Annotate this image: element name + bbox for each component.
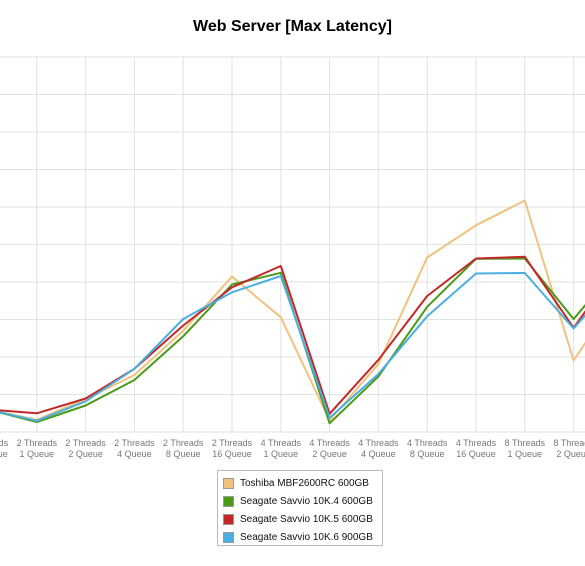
x-tick-label-threads: 2 Threads [212,438,253,448]
x-tick-label-threads: 4 Threads [261,438,302,448]
legend-label: Seagate Savvio 10K.6 900GB [240,531,373,543]
chart-title: Web Server [Max Latency] [193,18,392,35]
x-tick-label-queue: 8 Queue [410,449,445,459]
legend-item: Seagate Savvio 10K.6 900GB [223,528,382,546]
series-line-2 [0,257,585,425]
x-tick-label-threads: 8 Threads [553,438,585,448]
x-tick-label-queue: 2 Queue [312,449,347,459]
legend-item: Seagate Savvio 10K.5 600GB [223,510,382,528]
x-tick-label-queue: 2 Queue [68,449,103,459]
legend-item: Toshiba MBF2600RC 600GB [223,474,382,492]
x-tick-label-queue: 1 Queue [264,449,299,459]
x-tick-label-threads: 2 Threads [114,438,155,448]
x-tick-label-queue: 1 Queue [20,449,55,459]
x-tick-label-queue: 4 Queue [361,449,396,459]
series-line-3 [0,255,585,415]
series-line-1 [0,199,585,422]
x-tick-label-queue: 16 Queue [212,449,252,459]
x-tick-label-threads: 4 Threads [407,438,448,448]
x-tick-label-queue: 4 Queue [117,449,152,459]
x-tick-label-threads: 4 Threads [358,438,399,448]
x-tick-label-queue: 16 Queue [456,449,496,459]
legend-swatch [223,495,234,507]
x-tick-label-threads: 4 Threads [456,438,497,448]
legend: Toshiba MBF2600RC 600GB Seagate Savvio 10… [217,470,383,546]
legend-swatch [223,513,234,525]
x-tick-label-threads: 2 Threads [17,438,58,448]
x-tick-label-queue: 2 Queue [556,449,585,459]
legend-label: Seagate Savvio 10K.4 600GB [240,495,373,507]
x-tick-label-queue: 16 Queue [0,449,8,459]
legend-swatch [223,531,234,543]
x-tick-label-threads: 8 Threads [505,438,546,448]
legend-label: Toshiba MBF2600RC 600GB [240,477,369,489]
x-tick-label-threads: 2 Threads [163,438,204,448]
x-tick-label-threads: 4 Threads [309,438,350,448]
legend-label: Seagate Savvio 10K.5 600GB [240,513,373,525]
x-tick-label-threads: 2 Threads [65,438,106,448]
legend-swatch [223,477,234,489]
x-tick-label-queue: 1 Queue [508,449,543,459]
legend-item: Seagate Savvio 10K.4 600GB [223,492,382,510]
x-tick-label-queue: 8 Queue [166,449,201,459]
x-tick-label-threads: 1 Threads [0,438,9,448]
series-line-4 [0,272,585,422]
